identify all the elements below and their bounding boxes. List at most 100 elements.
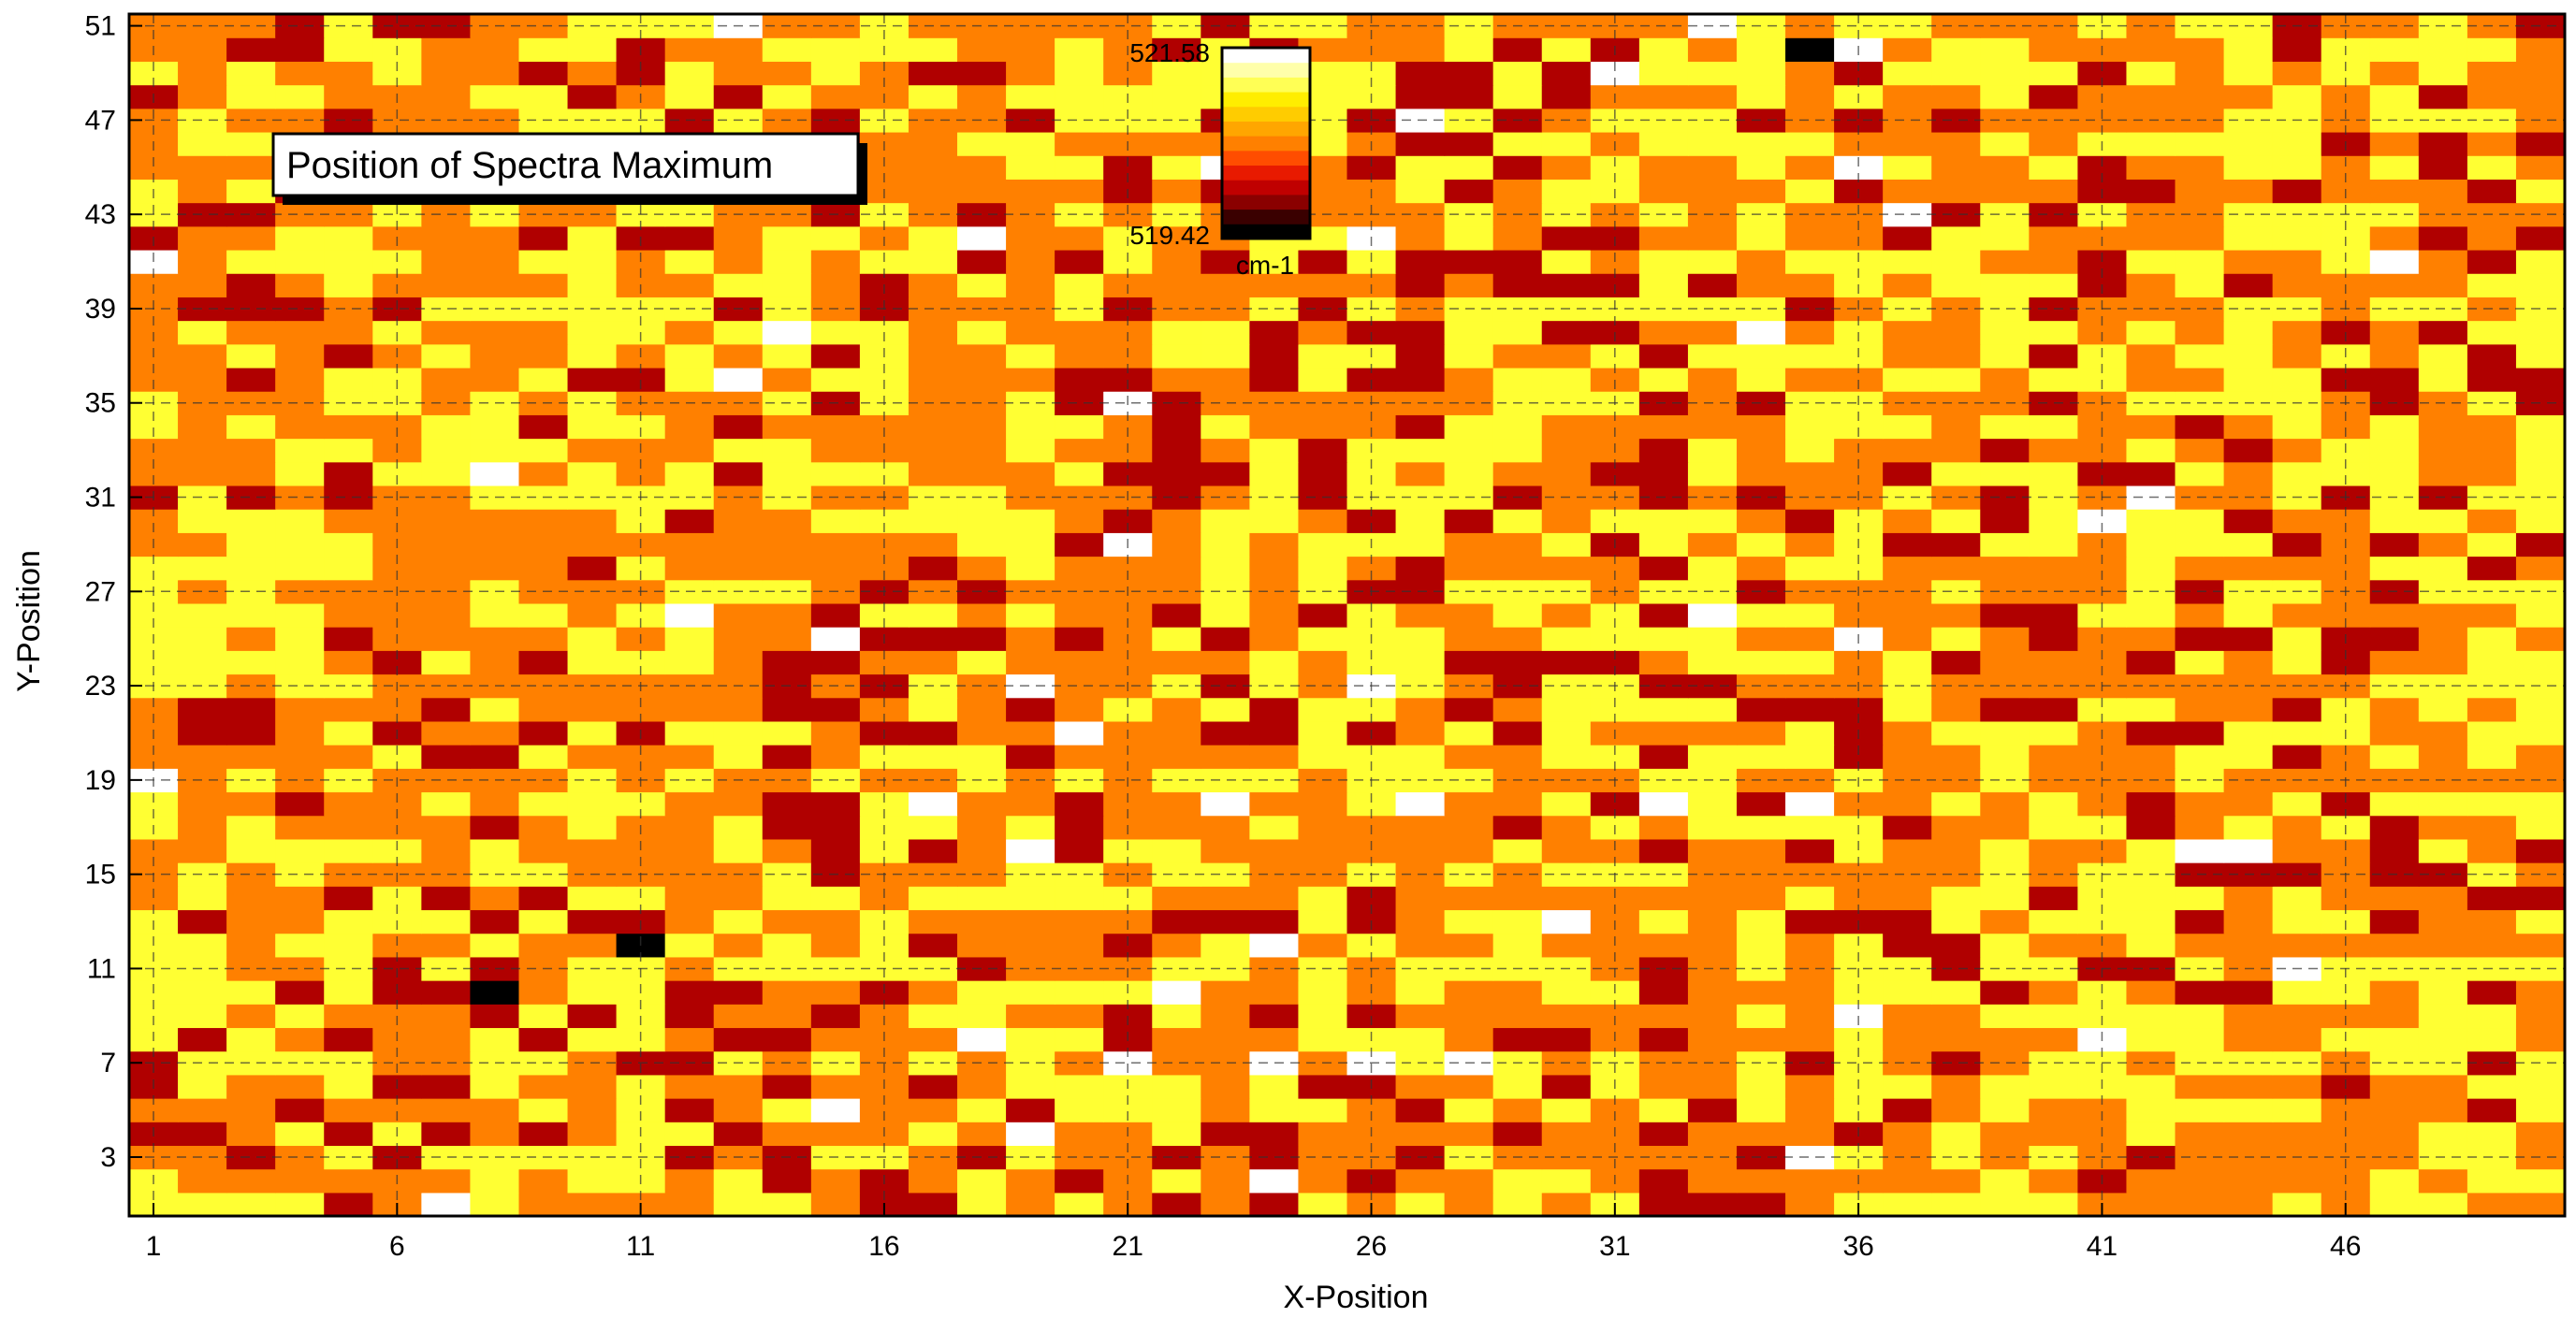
- heatmap-cell: [908, 697, 958, 722]
- heatmap-cell: [908, 791, 958, 817]
- heatmap-cell: [2467, 838, 2517, 863]
- heatmap-cell: [713, 438, 764, 463]
- heatmap-cell: [1201, 1004, 1250, 1029]
- heatmap-cell: [810, 933, 861, 958]
- heatmap-cell: [1201, 886, 1250, 911]
- heatmap-cell: [567, 225, 618, 251]
- heatmap-cell: [2369, 720, 2420, 746]
- heatmap-cell: [518, 909, 569, 934]
- heatmap-cell: [1785, 509, 1835, 533]
- heatmap-cell: [1638, 532, 1689, 557]
- heatmap-cell: [470, 461, 520, 486]
- heatmap-cell: [1055, 61, 1104, 86]
- heatmap-cell: [1201, 720, 1250, 746]
- heatmap-cell: [1492, 249, 1543, 274]
- heatmap-cell: [713, 509, 764, 533]
- heatmap-cell: [1249, 933, 1300, 958]
- heatmap-cell: [1152, 602, 1201, 628]
- heatmap-cell: [2515, 1168, 2566, 1194]
- heatmap-cell: [1980, 745, 2030, 769]
- heatmap-cell: [2515, 37, 2566, 62]
- heatmap-cell: [1736, 367, 1786, 392]
- heatmap-cell: [1006, 862, 1055, 887]
- heatmap-cell: [2223, 438, 2274, 463]
- heatmap-cell: [518, 720, 569, 746]
- heatmap-cell: [2418, 343, 2468, 369]
- heatmap-cell: [1395, 438, 1446, 463]
- heatmap-cell: [421, 414, 472, 440]
- heatmap-cell: [1395, 720, 1446, 746]
- heatmap-cell: [1687, 461, 1738, 486]
- heatmap-cell: [1298, 627, 1348, 651]
- heatmap-cell: [275, 343, 325, 369]
- heatmap-cell: [762, 697, 812, 722]
- heatmap-cell: [226, 1192, 276, 1217]
- heatmap-cell: [2223, 343, 2274, 369]
- heatmap-cell: [1931, 579, 1981, 604]
- heatmap-cell: [713, 720, 764, 746]
- heatmap-cell: [664, 933, 715, 958]
- heatmap-cell: [1980, 343, 2030, 369]
- heatmap-cell: [762, 909, 812, 934]
- heatmap-cell: [2223, 556, 2274, 581]
- heatmap-cell: [1883, 768, 1932, 793]
- heatmap-cell: [1736, 838, 1786, 863]
- heatmap-cell: [2467, 61, 2517, 86]
- heatmap-cell: [518, 273, 569, 297]
- heatmap-cell: [908, 1027, 958, 1052]
- heatmap-cell: [324, 297, 373, 322]
- heatmap-cell: [2369, 1192, 2420, 1217]
- heatmap-cell: [908, 532, 958, 557]
- heatmap-cell: [226, 438, 276, 463]
- heatmap-cell: [1395, 556, 1446, 581]
- heatmap-cell: [421, 202, 472, 227]
- heatmap-cell: [2369, 1168, 2420, 1194]
- heatmap-cell: [1006, 1122, 1055, 1147]
- heatmap-cell: [324, 61, 373, 86]
- heatmap-cell: [2369, 650, 2420, 675]
- heatmap-cell: [2418, 532, 2468, 557]
- heatmap-cell: [2515, 886, 2566, 911]
- heatmap-cell: [810, 1122, 861, 1147]
- heatmap-cell: [908, 650, 958, 675]
- heatmap-cell: [2126, 61, 2176, 86]
- heatmap-cell: [1055, 1074, 1104, 1099]
- heatmap-cell: [1785, 791, 1835, 817]
- heatmap-cell: [2029, 131, 2078, 156]
- heatmap-cell: [1152, 84, 1201, 109]
- heatmap-cell: [1883, 1122, 1932, 1147]
- heatmap-cell: [324, 1145, 373, 1170]
- heatmap-cell: [1152, 579, 1201, 604]
- heatmap-cell: [1249, 745, 1300, 769]
- heatmap-cell: [2029, 273, 2078, 297]
- heatmap-cell: [1980, 297, 2030, 322]
- heatmap-cell: [1883, 909, 1932, 934]
- heatmap-cell: [1444, 273, 1494, 297]
- heatmap-cell: [226, 697, 276, 722]
- heatmap-cell: [1395, 838, 1446, 863]
- heatmap-cell: [1201, 391, 1250, 415]
- heatmap-cell: [2223, 886, 2274, 911]
- heatmap-cell: [957, 461, 1007, 486]
- heatmap-cell: [1785, 532, 1835, 557]
- heatmap-cell: [713, 1074, 764, 1099]
- heatmap-cell: [2175, 84, 2225, 109]
- colorbar-swatch: [1222, 165, 1310, 181]
- heatmap-cell: [908, 438, 958, 463]
- heatmap-cell: [2467, 650, 2517, 675]
- heatmap-cell: [1541, 438, 1592, 463]
- heatmap-cell: [2369, 249, 2420, 274]
- heatmap-cell: [1883, 697, 1932, 722]
- heatmap-cell: [1444, 461, 1494, 486]
- heatmap-cell: [2029, 650, 2078, 675]
- heatmap-cell: [1980, 1004, 2030, 1029]
- heatmap-cell: [1687, 720, 1738, 746]
- heatmap-cell: [421, 579, 472, 604]
- heatmap-cell: [1785, 414, 1835, 440]
- colorbar-swatch: [1222, 77, 1310, 93]
- y-tick-label: 31: [85, 483, 116, 514]
- heatmap-cell: [1883, 14, 1932, 38]
- heatmap-cell: [1931, 225, 1981, 251]
- heatmap-cell: [2029, 1004, 2078, 1029]
- heatmap-cell: [1883, 320, 1932, 345]
